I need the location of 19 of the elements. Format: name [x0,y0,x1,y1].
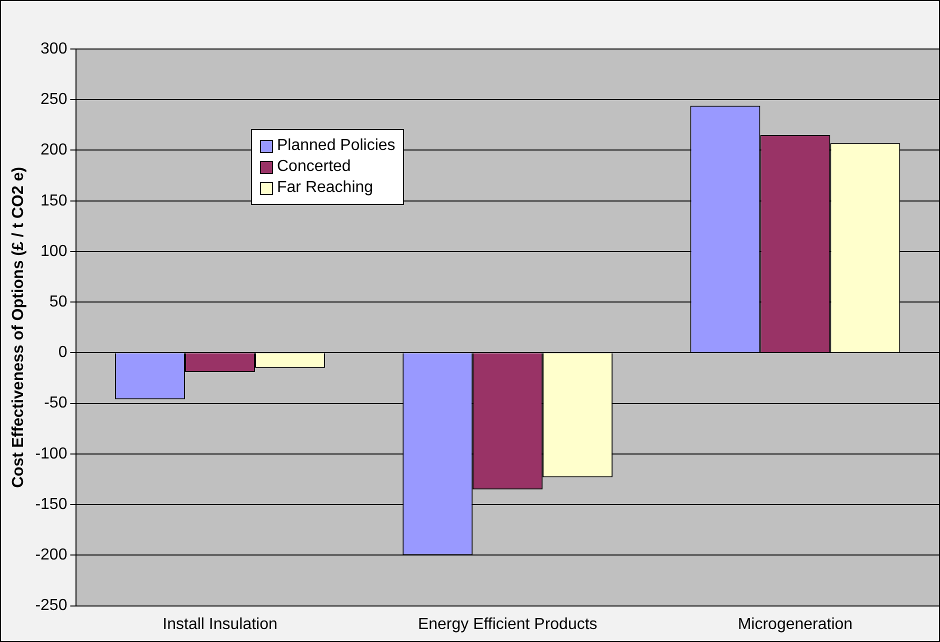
y-axis-title: Cost Effectiveness of Options (£ / t CO2 e) [10,166,28,488]
y-tick-label: 50 [49,293,68,310]
y-tick-label: -150 [35,496,68,513]
legend-label: Concerted [276,158,352,176]
y-tick-label: 150 [40,192,68,210]
y-tick-label: 0 [58,344,68,362]
legend-label: Planned Policies [276,137,396,155]
y-tick-label: -200 [35,546,68,564]
y-tick-label: -50 [44,394,68,412]
x-tick-label: Energy Efficient Products [418,616,598,633]
y-tick-label: 200 [40,142,68,159]
y-tick-label: 300 [40,40,68,58]
x-tick-label: Microgeneration [738,616,853,633]
y-tick-label: 250 [40,91,68,108]
y-tick-label: -100 [35,445,68,462]
y-tick-label: -250 [35,597,68,614]
legend-label: Far Reaching [276,179,374,197]
x-tick-label: Install Insulation [162,616,278,633]
y-tick-label: 100 [40,242,68,260]
